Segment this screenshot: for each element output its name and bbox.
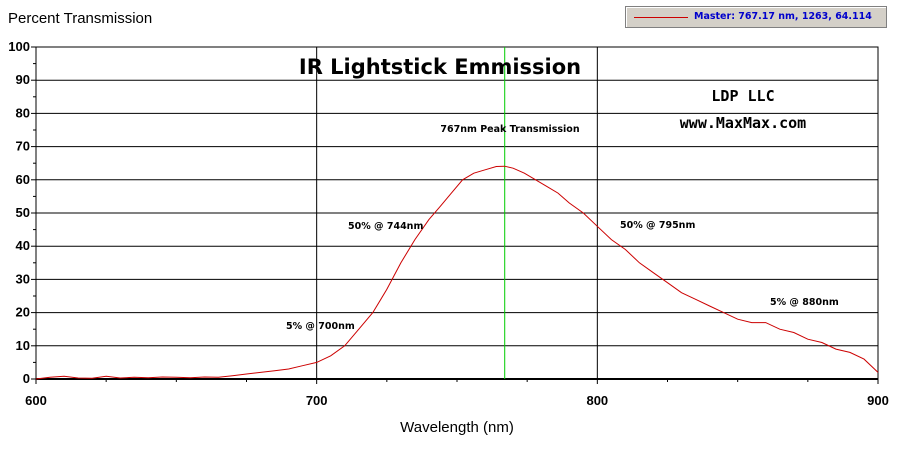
tick-label-y-0: 0 xyxy=(23,371,30,386)
grid xyxy=(36,46,878,379)
annotation-5-700: 5% @ 700nm xyxy=(286,321,355,332)
tick-label-y-50: 50 xyxy=(16,205,30,220)
tick-label-y-20: 20 xyxy=(16,305,30,320)
tick-label-y-10: 10 xyxy=(16,338,30,353)
ticks: 0 10 20 30 40 50 60 70 80 90 100 600 700 800 900 xyxy=(8,39,889,408)
brand-website: www.MaxMax.com xyxy=(680,114,806,132)
tick-label-y-70: 70 xyxy=(16,139,30,154)
tick-label-y-40: 40 xyxy=(16,238,30,253)
tick-label-x-600: 600 xyxy=(25,393,47,408)
legend-line-swatch xyxy=(634,17,688,18)
series-line-master xyxy=(35,165,879,380)
annotation-50-744: 50% @ 744nm xyxy=(348,221,423,232)
y-axis-title: Percent Transmission xyxy=(8,10,153,27)
legend-box: Master: 767.17 nm, 1263, 64.114 xyxy=(625,6,887,28)
x-axis-title: Wavelength (nm) xyxy=(400,419,514,436)
tick-label-x-800: 800 xyxy=(586,393,608,408)
tick-label-y-60: 60 xyxy=(16,172,30,187)
tick-label-y-80: 80 xyxy=(16,105,30,120)
peak-label: 767nm Peak Transmission xyxy=(440,124,579,135)
tick-label-y-30: 30 xyxy=(16,271,30,286)
legend-entry: Master: 767.17 nm, 1263, 64.114 xyxy=(694,11,872,22)
tick-label-y-100: 100 xyxy=(8,39,30,54)
chart-title: IR Lightstick Emmission xyxy=(299,55,581,79)
tick-label-x-700: 700 xyxy=(306,393,328,408)
tick-label-y-90: 90 xyxy=(16,72,30,87)
tick-label-x-900: 900 xyxy=(867,393,889,408)
annotation-50-795: 50% @ 795nm xyxy=(620,220,695,231)
annotation-5-880: 5% @ 880nm xyxy=(770,297,839,308)
brand-company: LDP LLC xyxy=(711,87,774,105)
